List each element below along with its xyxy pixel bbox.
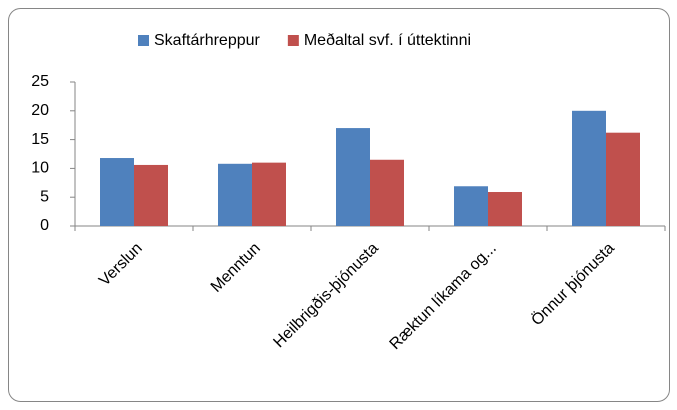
y-tick-label: 0	[40, 217, 49, 234]
legend-label: Skaftárhreppur	[154, 32, 261, 49]
y-tick-label: 10	[31, 160, 49, 177]
y-tick-label: 15	[31, 131, 49, 148]
bar	[252, 162, 286, 226]
bar	[134, 164, 168, 226]
bar	[218, 163, 252, 226]
bar	[454, 186, 488, 226]
legend-swatch	[287, 35, 299, 46]
bar	[100, 158, 134, 226]
y-tick-label: 25	[31, 73, 49, 90]
bar	[488, 192, 522, 226]
bar	[370, 159, 404, 226]
bar	[606, 132, 640, 226]
bar	[572, 110, 606, 226]
bar	[336, 128, 370, 226]
y-tick-label: 5	[40, 188, 49, 205]
legend-label: Meðaltal svf. í úttektinni	[304, 32, 471, 49]
y-tick-label: 20	[31, 102, 49, 119]
legend-swatch	[138, 35, 149, 46]
